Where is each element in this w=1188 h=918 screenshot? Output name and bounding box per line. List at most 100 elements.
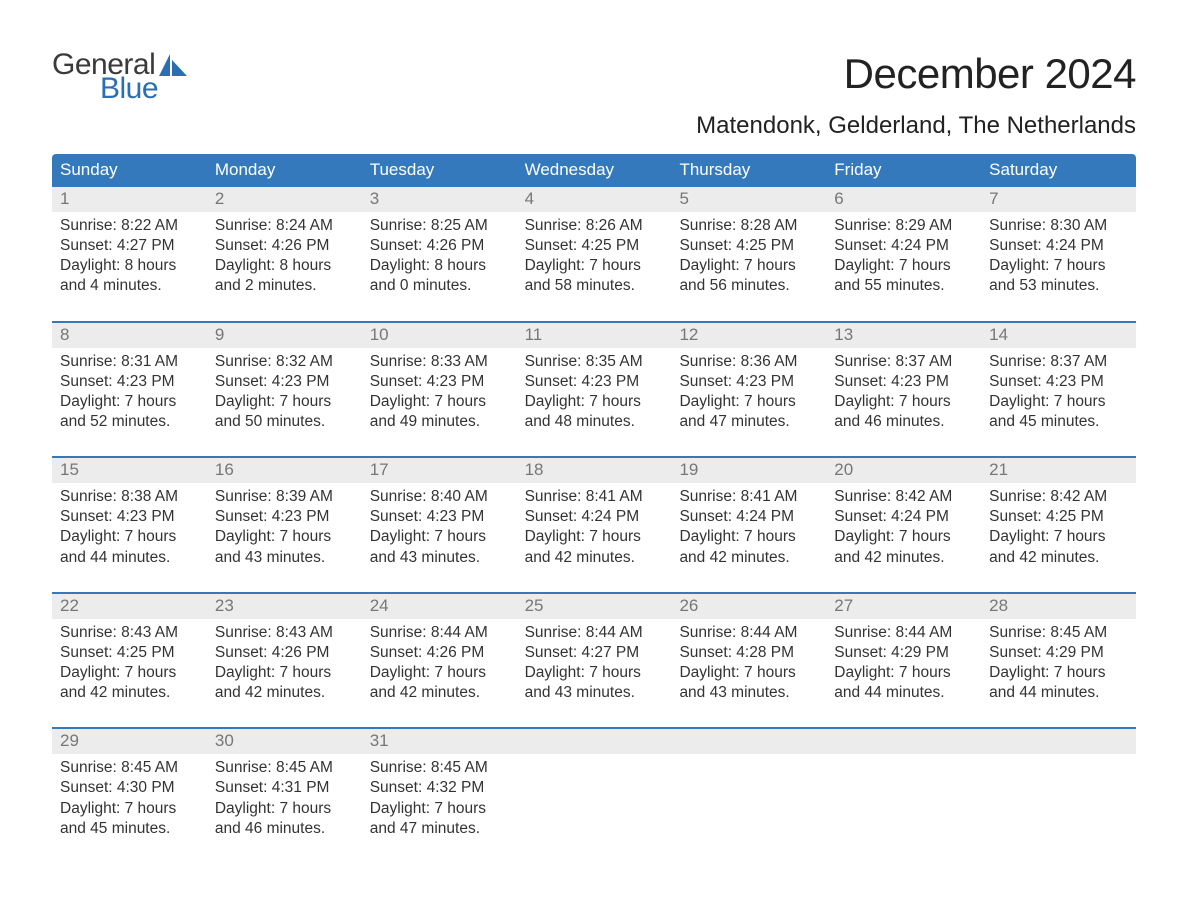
daylight-line: Daylight: 7 hours [525,663,664,683]
weekday-saturday: Saturday [981,154,1136,187]
sunrise-line: Sunrise: 8:43 AM [60,623,199,643]
day-cell: 2Sunrise: 8:24 AMSunset: 4:26 PMDaylight… [207,187,362,303]
day-cell: 28 Sunrise: 8:45 AMSunset: 4:29 PMDayligh… [981,594,1136,710]
daylight-line: Daylight: 7 hours [215,527,354,547]
daylight-line: and 45 minutes. [60,819,199,839]
daylight-line: and 47 minutes. [370,819,509,839]
week-row: 1Sunrise: 8:22 AMSunset: 4:27 PMDaylight… [52,187,1136,303]
sunrise-line: Sunrise: 8:31 AM [60,352,199,372]
sunrise-line: Sunrise: 8:35 AM [525,352,664,372]
daylight-line: Daylight: 8 hours [370,256,509,276]
daylight-line: Daylight: 7 hours [60,392,199,412]
daylight-line: and 43 minutes. [525,683,664,703]
day-cell: 5Sunrise: 8:28 AMSunset: 4:25 PMDaylight… [671,187,826,303]
daylight-line: and 2 minutes. [215,276,354,296]
sunrise-line: Sunrise: 8:44 AM [525,623,664,643]
day-number-row: 9 [207,323,362,348]
day-number: 7 [989,189,998,208]
day-number-row: 5 [671,187,826,212]
daylight-line: Daylight: 7 hours [679,527,818,547]
daylight-line: and 55 minutes. [834,276,973,296]
day-number-row: 30 [207,729,362,754]
day-cell: 23Sunrise: 8:43 AMSunset: 4:26 PMDayligh… [207,594,362,710]
daylight-line: Daylight: 7 hours [834,392,973,412]
daylight-line: and 56 minutes. [679,276,818,296]
day-number-row: 15 [52,458,207,483]
sunrise-line: Sunrise: 8:37 AM [989,352,1128,372]
day-number-row: 2 [207,187,362,212]
daylight-line: and 43 minutes. [679,683,818,703]
daylight-line: and 44 minutes. [834,683,973,703]
day-number-row: 3 [362,187,517,212]
month-title: December 2024 [696,50,1136,98]
sunset-line: Sunset: 4:29 PM [989,643,1128,663]
daylight-line: Daylight: 7 hours [834,256,973,276]
sunset-line: Sunset: 4:23 PM [60,507,199,527]
daylight-line: and 46 minutes. [834,412,973,432]
daylight-line: Daylight: 7 hours [370,799,509,819]
day-cell: 7Sunrise: 8:30 AMSunset: 4:24 PMDaylight… [981,187,1136,303]
daylight-line: Daylight: 7 hours [989,663,1128,683]
day-number: 28 [989,596,1008,615]
day-number: 25 [525,596,544,615]
daylight-line: Daylight: 7 hours [370,527,509,547]
sunrise-line: Sunrise: 8:29 AM [834,216,973,236]
sunset-line: Sunset: 4:24 PM [525,507,664,527]
daylight-line: and 53 minutes. [989,276,1128,296]
sunset-line: Sunset: 4:26 PM [215,643,354,663]
day-number-row: 20 [826,458,981,483]
day-number: 11 [525,325,543,344]
daylight-line: and 58 minutes. [525,276,664,296]
day-number: 17 [370,460,389,479]
daylight-line: and 46 minutes. [215,819,354,839]
day-number: 10 [370,325,389,344]
day-cell: 3Sunrise: 8:25 AMSunset: 4:26 PMDaylight… [362,187,517,303]
day-number-row [517,729,672,754]
sunrise-line: Sunrise: 8:40 AM [370,487,509,507]
sunrise-line: Sunrise: 8:45 AM [989,623,1128,643]
day-number-row: 10 [362,323,517,348]
day-number: 15 [60,460,79,479]
daylight-line: and 48 minutes. [525,412,664,432]
week-row: 8 Sunrise: 8:31 AM Sunset: 4:23 PM Daylight… [52,321,1136,439]
sunrise-line: Sunrise: 8:44 AM [679,623,818,643]
daylight-line: Daylight: 7 hours [989,392,1128,412]
daylight-line: Daylight: 7 hours [215,799,354,819]
day-cell: 4Sunrise: 8:26 AMSunset: 4:25 PMDaylight… [517,187,672,303]
day-number: 30 [215,731,234,750]
weekday-friday: Friday [826,154,981,187]
day-cell: 13Sunrise: 8:37 AMSunset: 4:23 PMDayligh… [826,323,981,439]
daylight-line: and 0 minutes. [370,276,509,296]
day-number-row [981,729,1136,754]
daylight-line: and 50 minutes. [215,412,354,432]
day-number-row: 16 [207,458,362,483]
sunset-line: Sunset: 4:25 PM [989,507,1128,527]
sunrise-line: Sunrise: 8:45 AM [60,758,199,778]
day-number-row: 8 [52,323,207,348]
sunset-line: Sunset: 4:24 PM [834,236,973,256]
day-number: 4 [525,189,534,208]
sunset-line: Sunset: 4:26 PM [370,236,509,256]
daylight-line: and 44 minutes. [989,683,1128,703]
weekday-sunday: Sunday [52,154,207,187]
day-number-row: 14 [981,323,1136,348]
sunrise-line: Sunrise: 8:28 AM [679,216,818,236]
sunset-line: Sunset: 4:25 PM [525,236,664,256]
day-cell: 11Sunrise: 8:35 AMSunset: 4:23 PMDayligh… [517,323,672,439]
sunset-line: Sunset: 4:25 PM [60,643,199,663]
day-number: 14 [989,325,1008,344]
day-cell: 10Sunrise: 8:33 AMSunset: 4:23 PMDayligh… [362,323,517,439]
day-empty [517,729,672,845]
day-cell: 16Sunrise: 8:39 AMSunset: 4:23 PMDayligh… [207,458,362,574]
brand-logo: General Blue [52,50,187,104]
day-number: 16 [215,460,234,479]
sunset-line: Sunset: 4:23 PM [215,372,354,392]
sunset-line: Sunset: 4:31 PM [215,778,354,798]
daylight-line: Daylight: 7 hours [679,392,818,412]
sunrise-line: Sunrise: 8:37 AM [834,352,973,372]
title-block: December 2024 Matendonk, Gelderland, The… [696,50,1136,140]
daylight-line: and 42 minutes. [989,548,1128,568]
daylight-line: Daylight: 7 hours [989,256,1128,276]
sunset-line: Sunset: 4:27 PM [525,643,664,663]
day-number: 2 [215,189,224,208]
